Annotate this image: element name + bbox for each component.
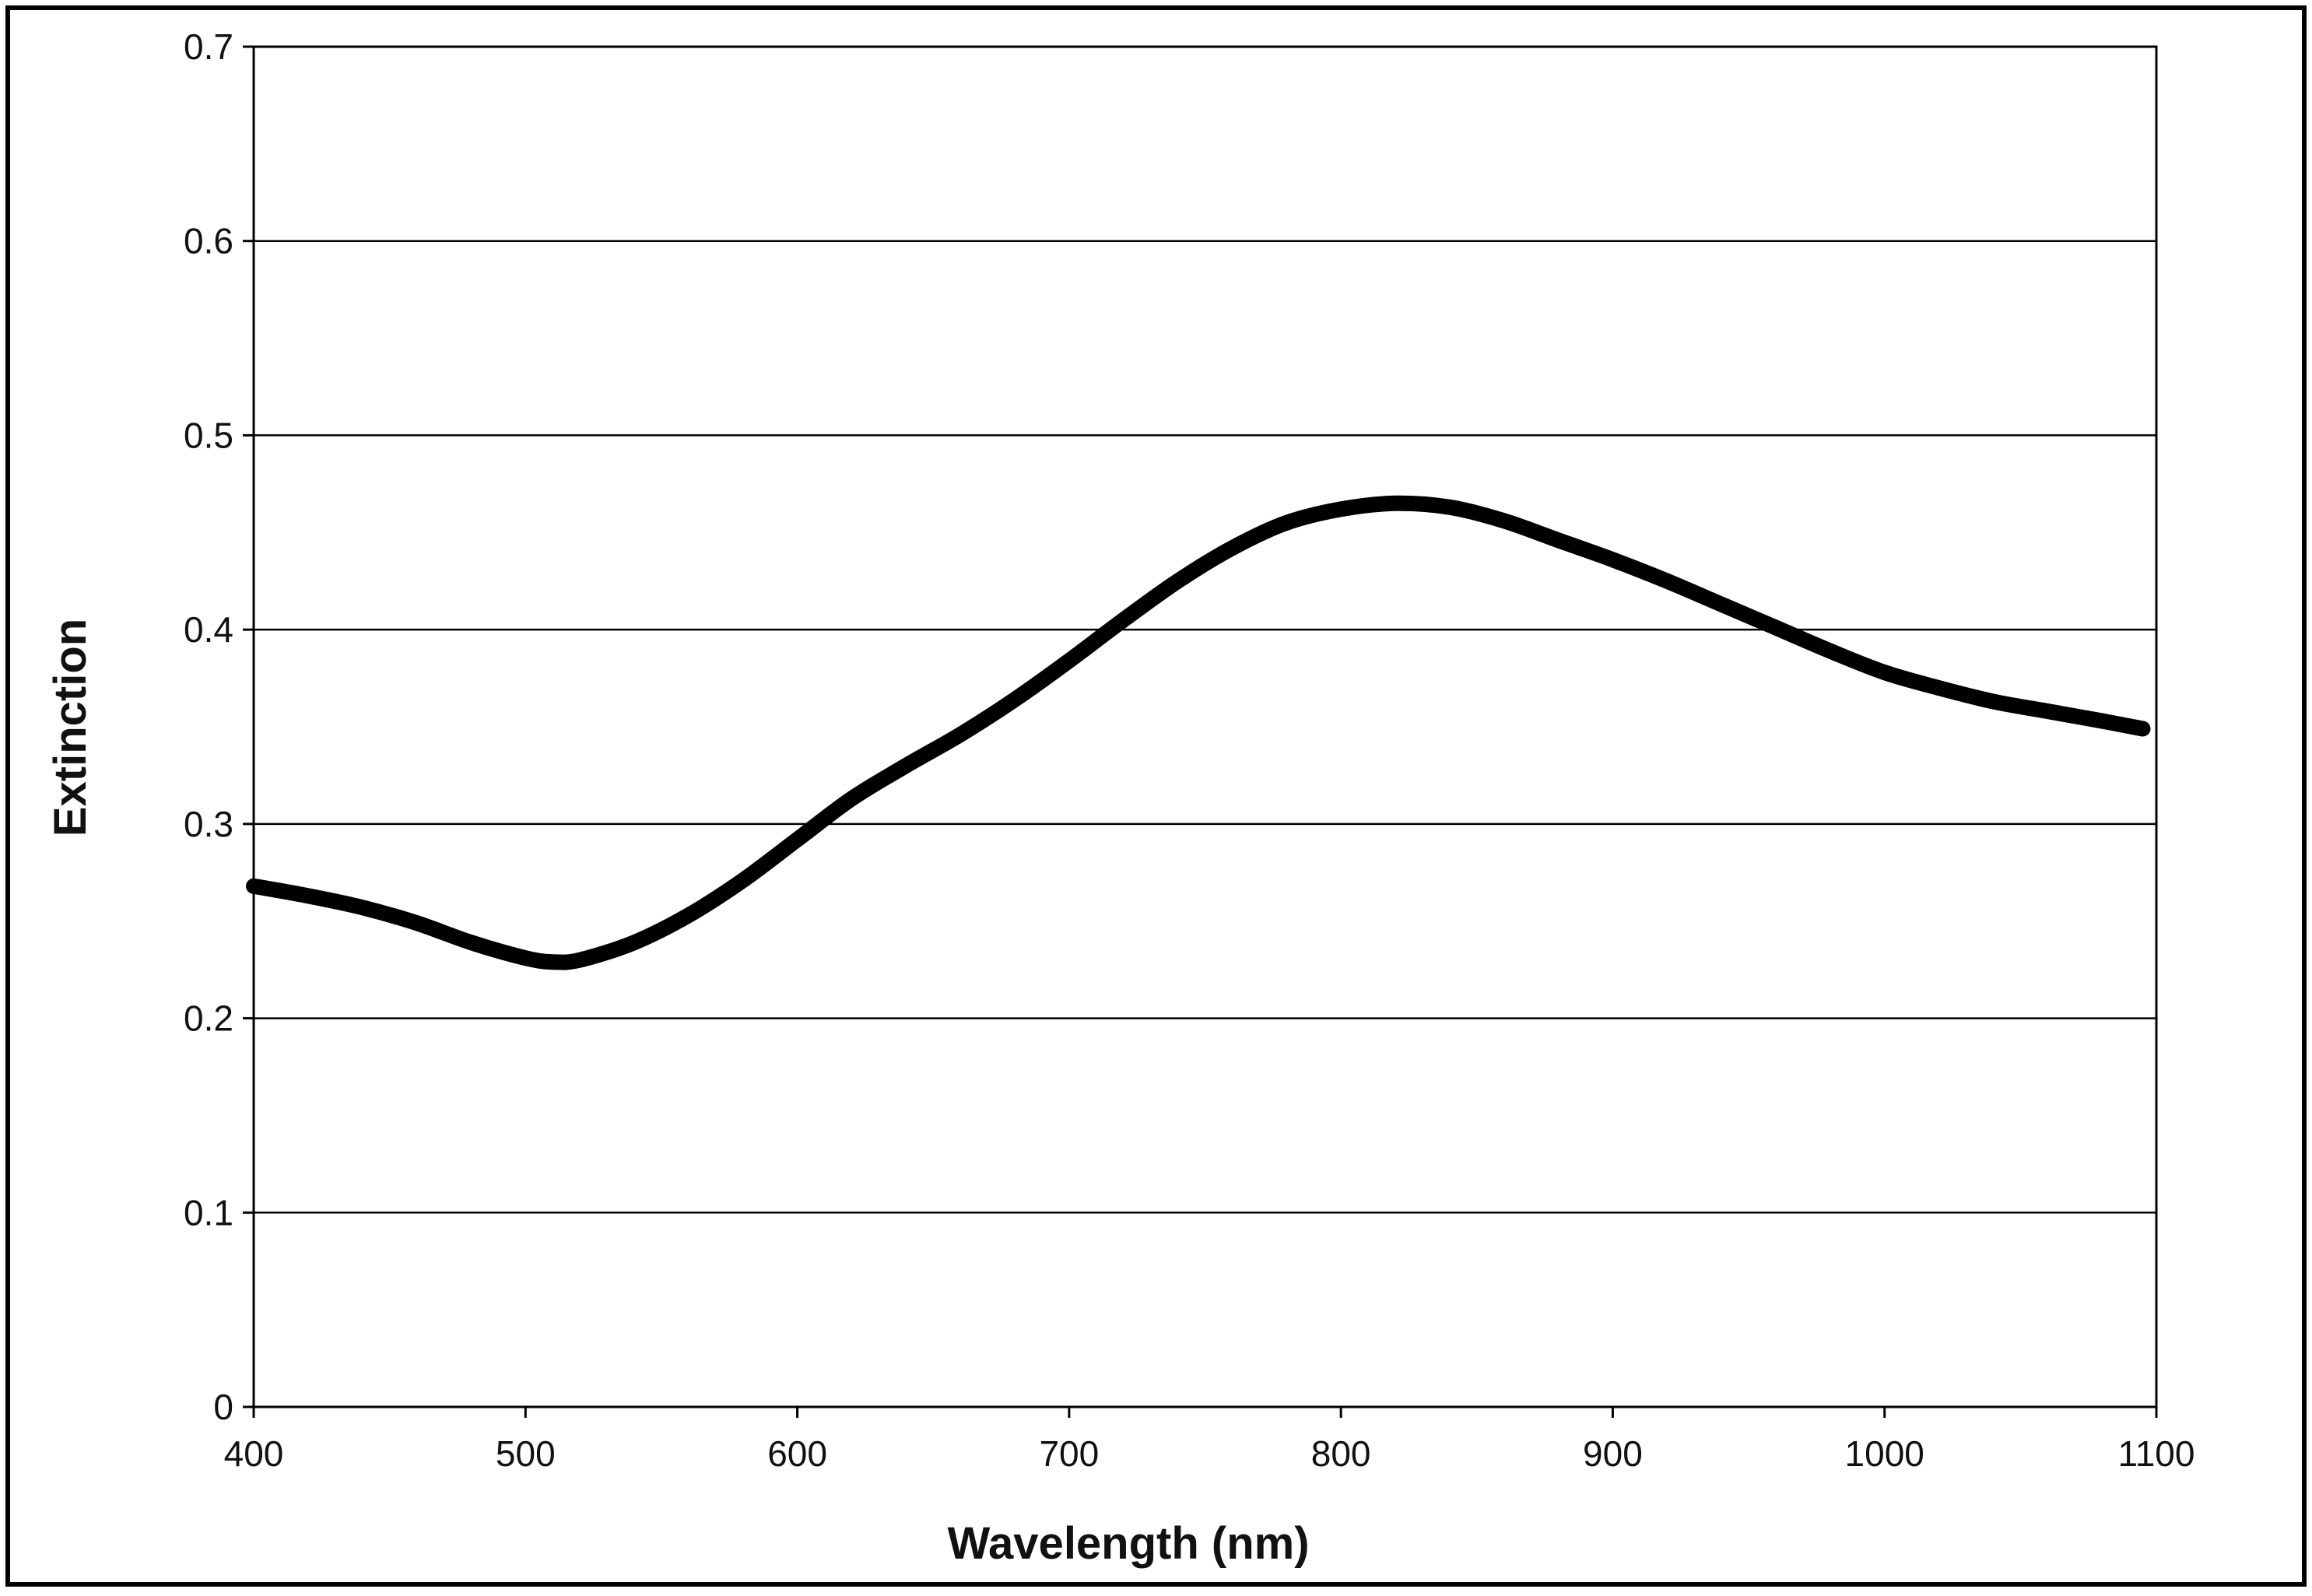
x-tick-label: 500 [496,1433,556,1474]
x-tick-label: 1100 [2118,1433,2195,1474]
extinction-series-line [246,495,2151,970]
gridlines [254,240,2156,1214]
y-tick-label: 0 [213,1387,233,1427]
x-tick-label: 600 [767,1433,827,1474]
x-tick-label: 400 [224,1433,284,1474]
axis-ticks: 0 0.1 0.2 0.3 0.4 0.5 0.6 0.7 400 500 600 700 800 900… [184,26,2194,1474]
y-tick-label: 0.3 [184,804,233,844]
plot-area [252,45,2158,1408]
y-tick-label: 0.6 [184,221,233,261]
x-axis-title: Wavelength (nm) [947,1518,1309,1569]
chart-frame [5,5,2307,1587]
x-tick-label: 900 [1583,1433,1643,1474]
y-tick-label: 0.4 [184,609,233,650]
x-tick-label: 1000 [1845,1433,1924,1474]
y-tick-label: 0.1 [184,1192,233,1233]
y-tick-label: 0.5 [184,415,233,455]
x-tick-label: 800 [1311,1433,1371,1474]
y-tick-label: 0.7 [184,26,233,67]
y-axis-title: Extinction [45,619,96,837]
y-tick-label: 0.2 [184,998,233,1039]
series-layer [246,495,2151,970]
x-tick-label: 700 [1039,1433,1099,1474]
